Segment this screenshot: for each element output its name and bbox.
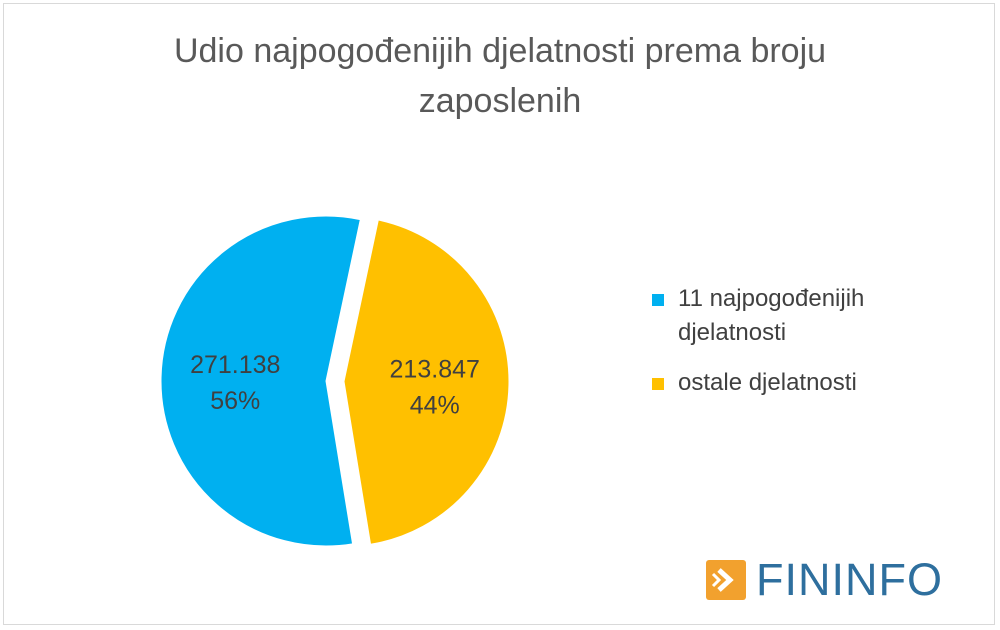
pie-slice-0 — [160, 215, 361, 547]
chart-frame — [3, 3, 995, 625]
legend-item-0: 11 najpogođenijih djelatnosti — [648, 282, 968, 350]
legend-label-0-line-0: 11 najpogođenijih — [678, 285, 865, 312]
chart-title-line-2: zaposlenih — [418, 82, 582, 120]
chart-title: Udio najpogođenijih djelatnosti prema br… — [70, 26, 930, 126]
pie-slice-1 — [343, 219, 510, 545]
legend-label-1-line-0: ostale djelatnosti — [678, 369, 857, 396]
chart-title-line-1: Udio najpogođenijih djelatnosti prema br… — [173, 32, 827, 70]
legend-swatch-1 — [652, 378, 664, 390]
slice-percent-label-1: 44% — [410, 392, 460, 420]
logo-text: FININFO — [756, 554, 943, 605]
chart-legend: 11 najpogođenijih djelatnosti ostale djela… — [648, 282, 968, 416]
slice-percent-label-0: 56% — [210, 387, 260, 415]
arrow-right-icon — [706, 560, 746, 600]
legend-label-0-line-1: djelatnosti — [678, 319, 787, 346]
slice-value-label-0: 271.138 — [190, 351, 280, 379]
legend-swatch-0 — [652, 294, 664, 306]
legend-item-1: ostale djelatnosti — [648, 366, 968, 400]
slice-value-label-1: 213.847 — [390, 356, 480, 384]
